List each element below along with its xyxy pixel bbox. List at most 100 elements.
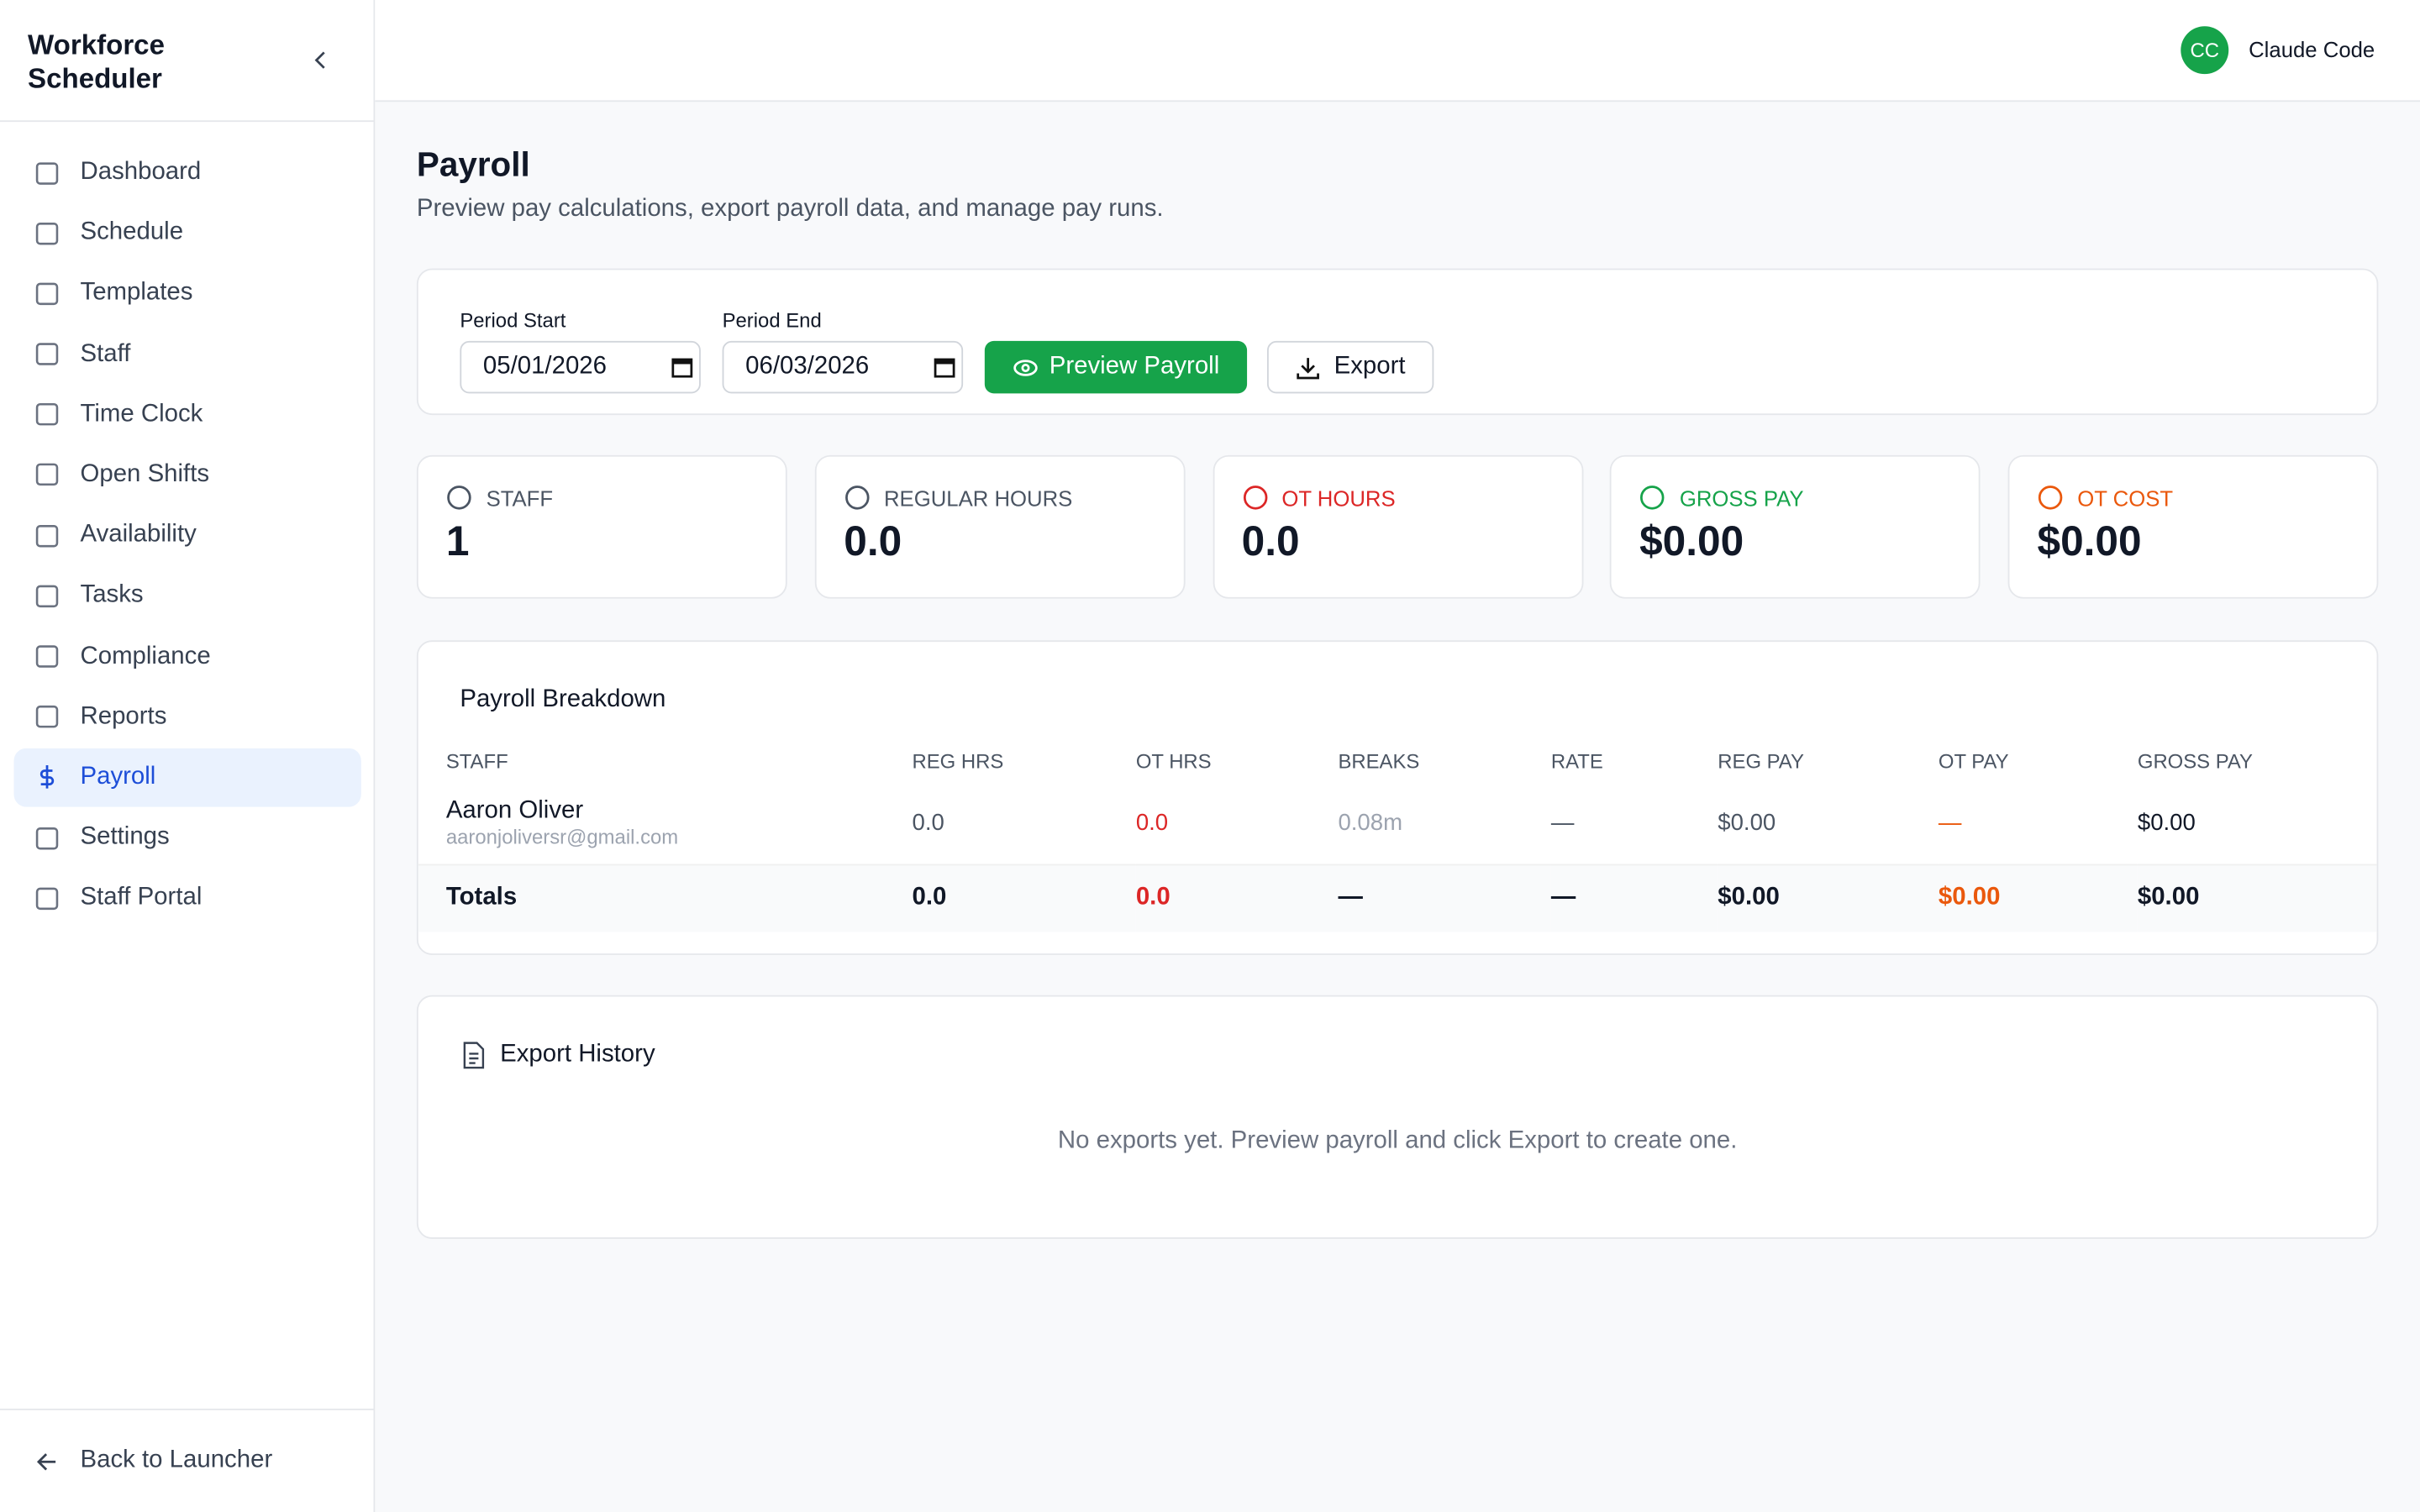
collapse[interactable]	[308, 48, 333, 72]
page-title: Payroll	[416, 144, 530, 184]
nav-label: Templates	[80, 280, 193, 307]
date-input[interactable]: 06/03/2026	[722, 340, 964, 394]
total-cell: $0.00	[2137, 884, 2200, 911]
cell: $0.00	[1718, 810, 1776, 837]
nav-item[interactable]: Reports	[14, 688, 361, 747]
staff-email: aaronjoliversr@gmail.com	[445, 826, 679, 849]
stat-label: GROSS PAY	[1679, 486, 1804, 511]
nav-label: Staff	[80, 340, 131, 367]
nav-label: Settings	[80, 823, 170, 851]
stat-card: OT COST $0.00	[2007, 454, 2379, 599]
divider	[0, 120, 374, 123]
section-title: Payroll Breakdown	[460, 686, 666, 713]
nav-label: Open Shifts	[80, 461, 210, 488]
column-header: STAFF	[445, 748, 508, 773]
date: 05/01/2026	[482, 353, 607, 380]
nav-label: Reports	[80, 702, 167, 730]
nav-item[interactable]: Tasks	[14, 567, 361, 626]
staff-cell: Aaron Oliver aaronjoliversr@gmail.com	[418, 784, 913, 864]
total-cell: $0.00	[1718, 884, 1780, 911]
column-header: OT PAY	[1938, 748, 2009, 773]
nav-item[interactable]: Settings	[14, 809, 361, 868]
totals-row: Totals 0.0 0.0 — — $0.00 $0.00 $0.00	[418, 864, 2377, 932]
date-input[interactable]: 05/01/2026	[460, 340, 701, 394]
nav-label: Schedule	[80, 219, 184, 246]
cell: 0.08m	[1338, 810, 1403, 837]
nav-item[interactable]: Time Clock	[14, 386, 361, 444]
nav-label: Payroll	[80, 763, 156, 790]
stat-card: OT HOURS 0.0	[1212, 454, 1583, 599]
cell: $0.00	[2137, 810, 2196, 837]
column-header: BREAKS	[1338, 748, 1420, 773]
table-row: Aaron Oliver aaronjoliversr@gmail.com 0.0 0…	[418, 784, 2377, 864]
total-cell: 0.0	[912, 884, 947, 911]
staff-name: Aaron Oliver	[445, 798, 584, 825]
total-cell: Totals	[445, 884, 518, 911]
export-button[interactable]: Export	[1266, 340, 1434, 394]
nav-item[interactable]: Staff	[14, 325, 361, 384]
cell: —	[1550, 810, 1575, 837]
stat-card: REGULAR HOURS 0.0	[814, 454, 1186, 599]
empty-state: No exports yet. Preview payroll and clic…	[1057, 1127, 1738, 1154]
nav-label: Time Clock	[80, 401, 203, 428]
nav-label: Staff Portal	[80, 884, 203, 911]
stat-label: OT HOURS	[1281, 486, 1396, 511]
column-header: RATE	[1550, 748, 1603, 773]
nav-item[interactable]: Templates	[14, 265, 361, 323]
stat-card: STAFF 1	[416, 454, 787, 599]
stat-value: 1	[445, 518, 470, 565]
button-text: Preview Payroll	[1049, 353, 1220, 380]
stat-label: OT COST	[2077, 486, 2174, 511]
nav-item[interactable]: Open Shifts	[14, 446, 361, 505]
nav-item[interactable]: Compliance	[14, 627, 361, 686]
total-cell: —	[1338, 884, 1363, 911]
section-title: Export History	[500, 1041, 655, 1068]
payroll-table: STAFF REG HRS OT HRS BREAKS RATE REG PAY OT PA…	[418, 738, 2377, 932]
stat-label: STAFF	[486, 486, 554, 511]
button-text: Export	[1334, 353, 1406, 380]
header-row: STAFF REG HRS OT HRS BREAKS RATE REG PAY OT PA…	[418, 738, 2377, 784]
sidebar: Workforce Scheduler Dashboard Schedule Tem…	[0, 0, 376, 1512]
nav-item[interactable]: Availability	[14, 507, 361, 565]
column-header: OT HRS	[1135, 748, 1212, 773]
stat-card: GROSS PAY $0.00	[1610, 454, 1981, 599]
stat-value: 0.0	[1241, 518, 1300, 565]
user-name: Claude Code	[2249, 37, 2375, 62]
cell: —	[1938, 810, 1962, 837]
column-header: REG HRS	[912, 748, 1004, 773]
nav-item[interactable]: Dashboard	[14, 144, 361, 202]
label: Period Start	[460, 308, 566, 332]
cell: 0.0	[912, 810, 944, 837]
brand: Workforce Scheduler	[28, 29, 165, 95]
cell: 0.0	[1135, 810, 1169, 837]
column-header: REG PAY	[1718, 748, 1804, 773]
total-cell: —	[1550, 884, 1576, 911]
nav-item[interactable]: Staff Portal	[14, 869, 361, 928]
column-header: GROSS PAY	[2137, 748, 2253, 773]
nav: Dashboard Schedule Templates Staff Time Cloc…	[13, 144, 361, 930]
nav-label: Availability	[80, 522, 197, 549]
total-cell: $0.00	[1938, 884, 2001, 911]
stat-value: $0.00	[2037, 518, 2142, 565]
label: Period End	[722, 308, 822, 332]
nav-label: Tasks	[80, 582, 144, 609]
export-history: Export History No exports yet. Preview p…	[416, 995, 2379, 1239]
breakdown: Payroll Breakdown STAFF REG HRS OT HRS BREA…	[416, 640, 2379, 955]
nav-label: Compliance	[80, 642, 211, 669]
stat-label: REGULAR HOURS	[883, 486, 1073, 511]
preview-button[interactable]: Preview Payroll	[984, 340, 1248, 394]
stat-value: $0.00	[1639, 518, 1744, 565]
topbar: CC Claude Code	[375, 0, 2420, 102]
back-link[interactable]: Back to Launcher	[0, 1408, 374, 1512]
nav-item[interactable]: Schedule	[14, 204, 361, 263]
total-cell: 0.0	[1135, 884, 1171, 911]
page-subtitle: Preview pay calculations, export payroll…	[416, 196, 1164, 223]
nav-item[interactable]: Payroll	[13, 748, 361, 807]
avatar[interactable]: CC	[2181, 26, 2229, 75]
nav-label: Dashboard	[80, 159, 202, 186]
back-text: Back to Launcher	[80, 1446, 273, 1474]
date: 06/03/2026	[745, 353, 870, 380]
filters: Period Start 05/01/2026 Period End 06/03…	[416, 268, 2379, 416]
stat-value: 0.0	[844, 518, 902, 565]
